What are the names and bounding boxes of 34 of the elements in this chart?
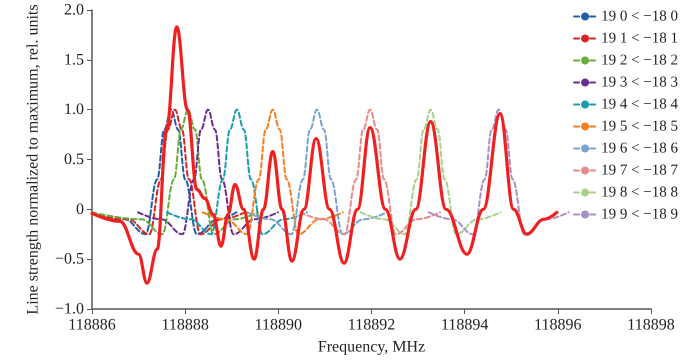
x-tick-label: 118886: [68, 316, 116, 334]
y-tick-label: 2.0: [64, 2, 84, 18]
line-series: [90, 25, 558, 285]
x-tick-label: 118898: [627, 316, 675, 334]
line-series: [166, 108, 308, 236]
legend-label: 19 9 < −18 9: [601, 206, 678, 222]
y-axis-title: Line strength normalized to maximum, rel. units: [24, 4, 42, 315]
x-tick-label: 118888: [161, 316, 209, 334]
line-series: [202, 108, 344, 236]
line-series: [137, 108, 279, 236]
y-tick-label: 0: [76, 200, 84, 218]
legend-label: 19 3 < −18 3: [601, 74, 678, 90]
line-series: [428, 108, 570, 236]
y-tick-label: 1.0: [64, 101, 84, 118]
y-tick-label: −1.0: [54, 300, 84, 318]
line-series: [246, 108, 388, 236]
legend-label: 19 7 < −18 7: [601, 162, 678, 178]
y-tick-label: 0.5: [64, 151, 84, 168]
legend-label: 19 5 < −18 5: [601, 118, 678, 134]
y-tick-label: 1.5: [64, 51, 84, 68]
line-series: [299, 108, 441, 236]
x-tick-label: 118892: [348, 316, 396, 334]
x-tick-label: 118890: [254, 316, 302, 334]
legend-label: 19 0 < −18 0: [601, 8, 678, 24]
legend-label: 19 2 < −18 2: [601, 52, 678, 68]
legend-label: 19 6 < −18 6: [601, 140, 678, 156]
x-tick-label: 118894: [440, 316, 488, 334]
x-tick-label: 118896: [534, 316, 582, 334]
y-tick-label: −0.5: [54, 250, 84, 268]
x-axis-title: Frequency, MHz: [318, 338, 426, 356]
legend-label: 19 4 < −18 4: [601, 96, 678, 112]
legend-label: 19 8 < −18 8: [601, 184, 678, 200]
line-series: [360, 108, 502, 236]
legend-label: 19 1 < −18 1: [601, 30, 678, 46]
